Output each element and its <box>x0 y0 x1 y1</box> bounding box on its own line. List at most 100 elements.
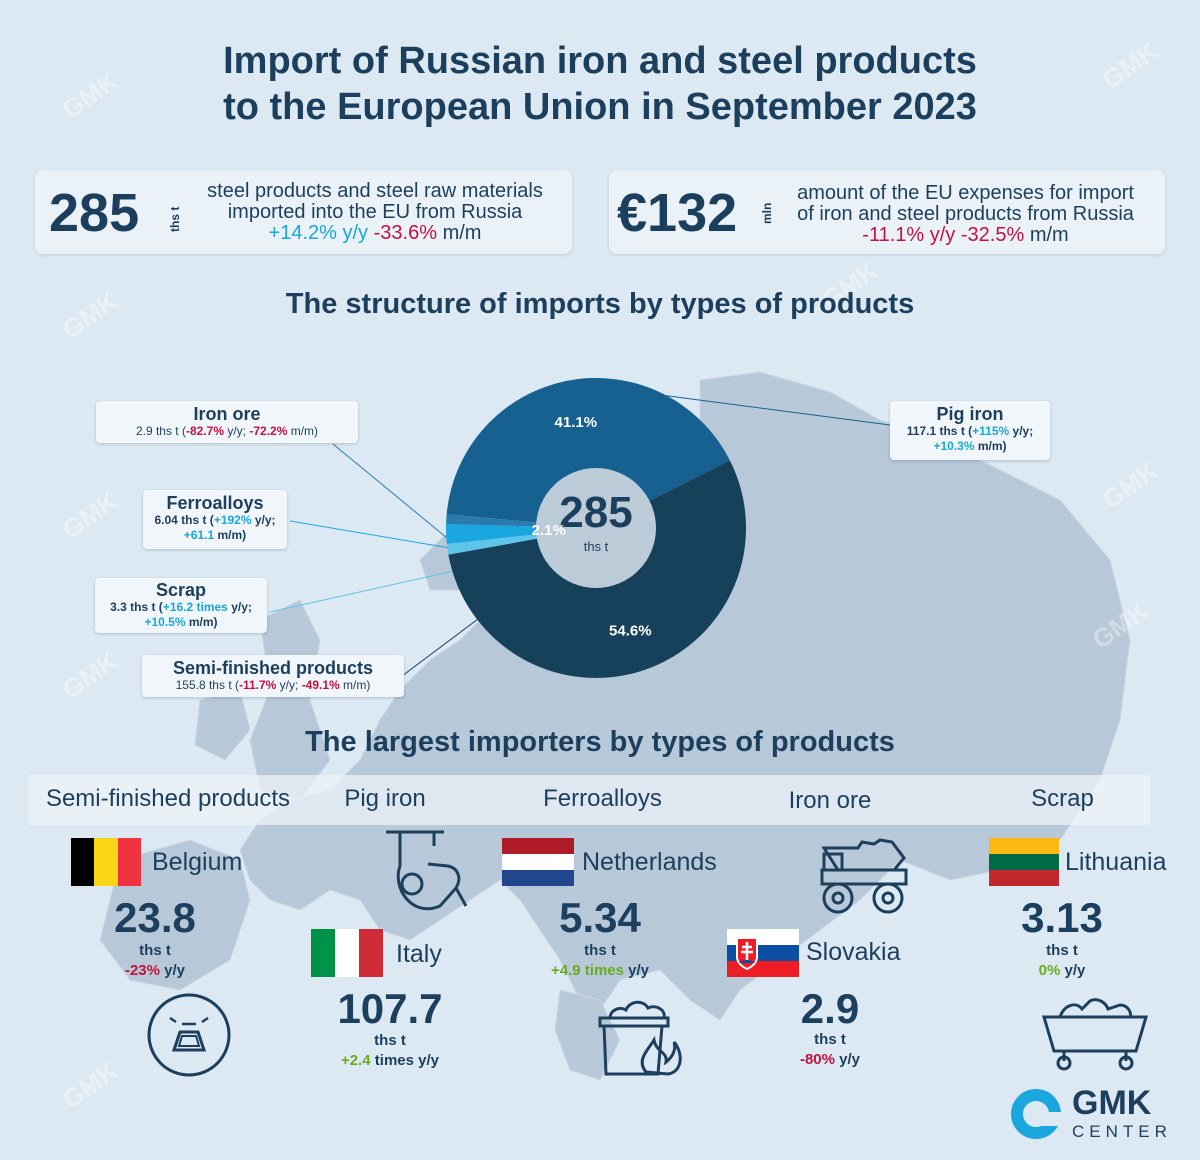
callout-iron-ore: Iron ore 2.9 ths t (-82.7% y/y; -72.2% m… <box>96 401 358 443</box>
importer-belgium-value: 23.8 <box>114 894 196 941</box>
callout-semi-mm: -49.1% <box>301 678 340 692</box>
leader-semi <box>401 609 491 677</box>
importer-slovakia-country: Slovakia <box>806 938 901 966</box>
importers-heading: The largest importers by types of produc… <box>305 726 895 758</box>
importer-slovakia-change: -80% y/y <box>750 1051 910 1068</box>
importer-italy-change-value: +2.4 <box>341 1052 371 1069</box>
importer-netherlands-unit: ths t <box>584 942 616 959</box>
importer-belgium-country: Belgium <box>152 848 243 876</box>
leader-scrap <box>269 569 459 613</box>
page-title-line2: to the European Union in September 2023 <box>223 86 977 128</box>
kpi-volume-value: 285 <box>49 183 140 243</box>
importer-belgium-change: -23% y/y <box>75 962 235 979</box>
callout-ferroalloys-value: 6.04 ths t (+192% y/y; +61.1 m/m) <box>143 513 287 543</box>
lithuania-flag-icon <box>989 838 1059 886</box>
page-title: Import of Russian iron and steel product… <box>0 38 1200 130</box>
callout-pig-iron: Pig iron 117.1 ths t (+115% y/y; +10.3% m… <box>890 401 1050 460</box>
importer-lithuania-change-value: 0% <box>1038 962 1061 979</box>
kpi-cost-description: amount of the EU expenses for import of … <box>773 183 1158 246</box>
kpi-cost-line2: of iron and steel products from Russia <box>797 203 1134 225</box>
donut-center <box>536 468 656 588</box>
callout-semi-title: Semi-finished products <box>172 658 374 678</box>
callout-ferroalloys-yy: +192% <box>213 513 252 527</box>
donut-label-semi-finished-products: 54.6% <box>609 622 652 639</box>
importer-italy-unit: ths t <box>374 1032 406 1049</box>
callout-scrap-mm: +10.5% <box>144 615 186 629</box>
importer-italy-value: 107.7 <box>337 985 443 1032</box>
kpi-volume-mm: -33.6% <box>373 222 437 244</box>
leader-ferroalloys <box>289 520 451 549</box>
leader-iron-ore <box>332 443 448 539</box>
importer-lithuania-country: Lithuania <box>1065 848 1167 876</box>
kpi-volume-changes: +14.2% y/y -33.6% m/m <box>185 223 565 244</box>
kpi-cost-mm: -32.5% <box>960 224 1025 246</box>
callout-pig-iron-mm: +10.3% <box>933 439 975 453</box>
category-iron-ore: Iron ore <box>788 787 872 814</box>
callout-semi-yy-label: y/y; <box>276 678 302 692</box>
netherlands-flag-icon <box>502 838 574 886</box>
callout-scrap-mm-label: m/m) <box>185 615 218 629</box>
callout-scrap-value: 3.3 ths t (+16.2 times y/y; +10.5% m/m) <box>95 600 267 630</box>
callout-scrap-yy: +16.2 times <box>162 600 228 614</box>
callout-pig-iron-yy: +115% <box>972 424 1010 438</box>
callout-semi-volume: 155.8 ths t ( <box>175 678 239 692</box>
page-title-line1: Import of Russian iron and steel product… <box>223 40 977 82</box>
donut-center-unit: ths t <box>584 539 609 554</box>
categories-band <box>28 775 1150 825</box>
importer-netherlands-country: Netherlands <box>582 848 717 876</box>
gmk-logo-title: GMK <box>1072 1084 1152 1122</box>
callout-semi-finished: Semi-finished products 155.8 ths t (-11.… <box>142 655 404 697</box>
kpi-cost-mm-label: m/m <box>1029 224 1069 246</box>
importer-belgium-change-value: -23% <box>124 962 160 979</box>
callout-iron-ore-value: 2.9 ths t (-82.7% y/y; -72.2% m/m) <box>96 424 358 439</box>
importer-netherlands-value: 5.34 <box>559 894 641 941</box>
importer-italy-change-label: times y/y <box>370 1052 439 1069</box>
callout-scrap: Scrap 3.3 ths t (+16.2 times y/y; +10.5% … <box>95 578 267 633</box>
callout-pig-iron-value: 117.1 ths t (+115% y/y; +10.3% m/m) <box>890 424 1050 454</box>
callout-ferroalloys-title: Ferroalloys <box>166 493 264 513</box>
structure-heading: The structure of imports by types of pro… <box>285 288 915 320</box>
callout-pig-iron-title: Pig iron <box>936 404 1004 424</box>
importer-italy-change: +2.4 times y/y <box>310 1052 470 1069</box>
callout-ferroalloys: Ferroalloys 6.04 ths t (+192% y/y; +61.1 … <box>143 490 287 549</box>
category-semi: Semi-finished products <box>45 785 291 812</box>
slovakia-flag-icon <box>727 929 799 977</box>
importer-netherlands-change-value: +4.9 times <box>551 962 624 979</box>
kpi-volume-yy: +14.2% <box>268 222 337 244</box>
italy-flag-icon <box>311 929 383 977</box>
donut-label-ferroalloys: 2.1% <box>532 522 566 539</box>
kpi-volume-mm-label: m/m <box>442 222 482 244</box>
kpi-cost-yy: -11.1% <box>862 224 925 246</box>
category-ferroalloys: Ferroalloys <box>543 785 662 812</box>
kpi-volume-description: steel products and steel raw materials i… <box>185 181 565 244</box>
importer-slovakia-unit: ths t <box>814 1031 846 1048</box>
category-scrap: Scrap <box>1031 785 1094 812</box>
leader-pig-iron <box>637 391 891 426</box>
gmk-logo-subtitle: CENTER <box>1072 1122 1172 1141</box>
callout-ferroalloys-yy-label: y/y; <box>251 513 276 527</box>
kpi-cost-card: €132 mln amount of the EU expenses for i… <box>609 170 1165 254</box>
callout-iron-ore-mm: -72.2% <box>249 424 288 438</box>
callout-ferroalloys-mm-label: m/m) <box>214 528 247 542</box>
importer-belgium-unit: ths t <box>139 942 171 959</box>
scrap-cart-icon <box>1042 998 1148 1071</box>
callout-iron-ore-yy: -82.7% <box>185 424 225 438</box>
category-pig-iron: Pig iron <box>344 785 426 812</box>
callout-ferroalloys-volume: 6.04 ths t ( <box>154 513 214 527</box>
mining-truck-icon <box>820 838 908 914</box>
importer-italy-country: Italy <box>396 940 442 968</box>
importer-slovakia-change-label: y/y <box>835 1051 861 1068</box>
callout-scrap-title: Scrap <box>155 580 207 600</box>
callout-iron-ore-yy-label: y/y; <box>224 424 250 438</box>
kpi-cost-line1: amount of the EU expenses for import <box>797 182 1134 204</box>
callout-pig-iron-yy-label: y/y; <box>1009 424 1034 438</box>
belgium-flag-icon <box>71 838 141 886</box>
callout-semi-mm-label: m/m) <box>339 678 371 692</box>
donut-label-pig-iron: 41.1% <box>555 414 598 431</box>
donut-slice-pig-iron <box>446 378 730 528</box>
callout-scrap-volume: 3.3 ths t ( <box>110 600 163 614</box>
kpi-cost-changes: -11.1% y/y -32.5% m/m <box>773 225 1158 246</box>
gmk-logo-icon <box>1011 1089 1062 1139</box>
donut-center-value: 285 <box>559 488 632 537</box>
